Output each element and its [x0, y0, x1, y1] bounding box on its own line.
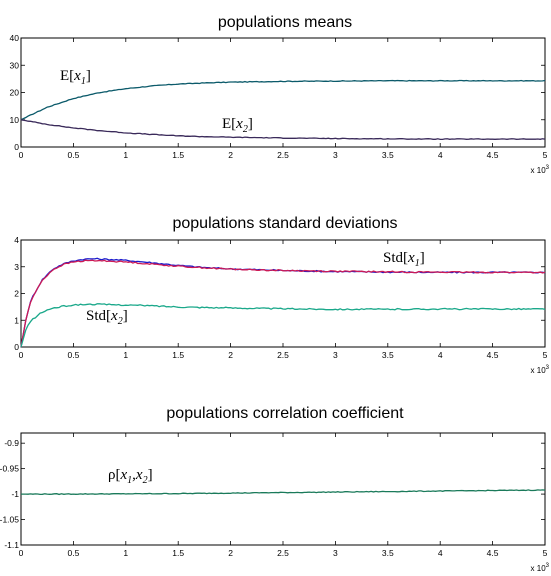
- y-tick-label: -0.95: [0, 464, 19, 474]
- series-line-1: [20, 79, 546, 121]
- chart-panel-2: populations standard deviations 0 0.5 1 1.5 2…: [14, 215, 549, 375]
- series-annotation: Std[x1]: [383, 250, 425, 269]
- y-tick-label: -1.05: [0, 515, 19, 525]
- chart-title: populations correlation coefficient: [166, 405, 404, 422]
- x-tick-label: 3.5: [382, 150, 394, 160]
- y-tick-label: -0.9: [4, 438, 19, 448]
- x-tick-label: 4: [438, 350, 443, 360]
- chart-title: populations standard deviations: [172, 215, 397, 232]
- x-tick-label: 1: [123, 150, 128, 160]
- x-tick-label: 0.5: [67, 150, 79, 160]
- x-tick-label: 4: [438, 150, 443, 160]
- chart-panel-3: populations correlation coefficient 0 0.5 1…: [0, 405, 550, 573]
- y-tick-label: 1: [14, 315, 19, 325]
- axes-box: [20, 432, 546, 546]
- series-annotation: E[x1]: [60, 68, 91, 87]
- x-tick-label: 3: [333, 548, 338, 558]
- y-tick-label: 10: [10, 115, 20, 125]
- x-tick-label: 0.5: [67, 350, 79, 360]
- x-tick-label: 3: [333, 350, 338, 360]
- x-tick-label: 4.5: [487, 548, 499, 558]
- x-tick-label: 0: [19, 150, 24, 160]
- multiplier-exponent: 3: [546, 563, 550, 569]
- x-tick-label: 1.5: [172, 350, 184, 360]
- x-tick-label: 0.5: [67, 548, 79, 558]
- x-tick-label: 0: [19, 548, 24, 558]
- x-tick-label: 2: [228, 548, 233, 558]
- chart-title: populations means: [218, 14, 352, 31]
- multiplier-base: x 10: [531, 166, 547, 175]
- series-line-2: [20, 119, 546, 141]
- x-tick-label: 2.5: [277, 548, 289, 558]
- x-axis-multiplier: x 103: [531, 165, 550, 175]
- axes-box: [20, 37, 546, 148]
- x-tick-label: 5: [543, 548, 548, 558]
- x-axis-multiplier: x 103: [531, 365, 550, 375]
- y-tick-label: 20: [10, 88, 20, 98]
- multiplier-exponent: 3: [546, 365, 550, 371]
- axes-box: [20, 239, 546, 348]
- x-tick-label: 1: [123, 548, 128, 558]
- multiplier-base: x 10: [531, 366, 547, 375]
- x-tick-label: 3.5: [382, 548, 394, 558]
- y-tick-label: 0: [14, 342, 19, 352]
- multiplier-exponent: 3: [546, 165, 550, 171]
- x-tick-label: 3: [333, 150, 338, 160]
- y-tick-label: -1: [11, 489, 19, 499]
- x-tick-label: 3.5: [382, 350, 394, 360]
- series-annotation: ρ[x1,x2]: [108, 467, 153, 486]
- series-annotation: Std[x2]: [86, 308, 128, 327]
- x-tick-label: 1.5: [172, 548, 184, 558]
- multiplier-base: x 10: [531, 564, 547, 573]
- x-tick-label: 1.5: [172, 150, 184, 160]
- series-line-2: [20, 259, 546, 348]
- x-axis-multiplier: x 103: [531, 563, 550, 573]
- y-tick-label: 4: [14, 235, 19, 245]
- x-tick-label: 2.5: [277, 350, 289, 360]
- x-tick-label: 5: [543, 350, 548, 360]
- chart-panel-1: populations means 0 0.5 1 1.5 2 2.5 3 3.5 4 4.5 5 0 1…: [10, 14, 550, 175]
- series-line-3: [20, 303, 546, 348]
- x-tick-label: 2.5: [277, 150, 289, 160]
- x-tick-label: 0: [19, 350, 24, 360]
- x-tick-label: 4: [438, 548, 443, 558]
- x-tick-label: 2: [228, 350, 233, 360]
- y-tick-label: 0: [14, 142, 19, 152]
- y-tick-label: 30: [10, 60, 20, 70]
- x-tick-label: 4.5: [487, 350, 499, 360]
- y-tick-label: 40: [10, 33, 20, 43]
- series-line-1: [21, 489, 546, 496]
- x-tick-label: 1: [123, 350, 128, 360]
- y-tick-label: -1.1: [4, 540, 19, 550]
- y-tick-label: 2: [14, 289, 19, 299]
- series-annotation: E[x2]: [222, 116, 253, 135]
- x-tick-label: 2: [228, 150, 233, 160]
- y-tick-label: 3: [14, 262, 19, 272]
- x-tick-label: 4.5: [487, 150, 499, 160]
- x-tick-label: 5: [543, 150, 548, 160]
